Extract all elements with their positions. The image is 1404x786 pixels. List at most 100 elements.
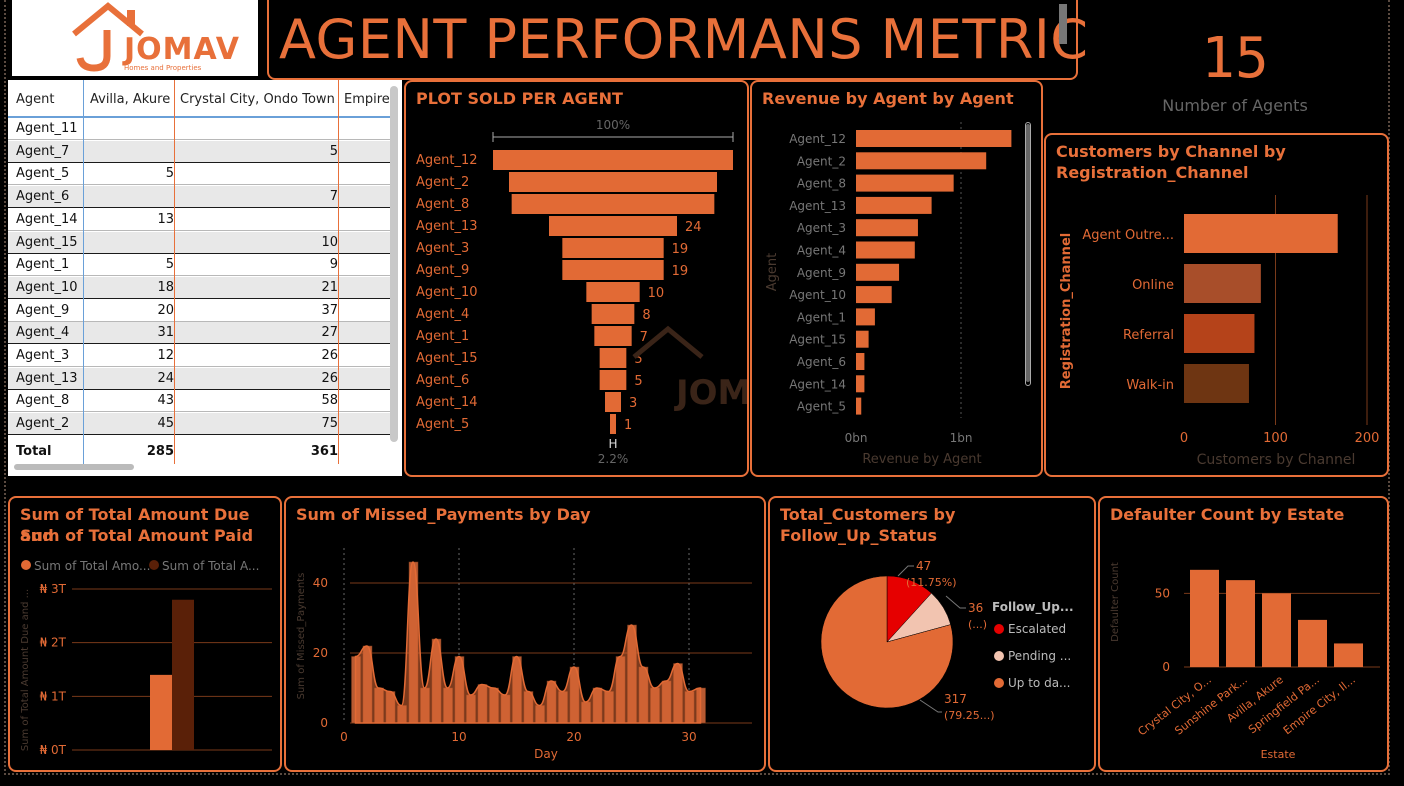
chart-title-line1: Customers by Channel by [1056, 142, 1286, 161]
table-row[interactable]: Agent_6 7 [8, 186, 390, 209]
table-row[interactable]: Agent_14 13 [8, 209, 390, 231]
table-row[interactable]: Agent_9 20 37 [8, 300, 390, 322]
defaulter-bar [1190, 569, 1219, 667]
panel-follow-up[interactable]: Total_Customers by Follow_Up_Status 47 (1… [768, 496, 1096, 772]
channel-bar [1184, 214, 1338, 253]
funnel-category-label: Agent_9 [416, 263, 469, 278]
cell-crystal: 7 [329, 189, 338, 205]
cell-crystal: 21 [321, 279, 338, 295]
amount-bar [172, 599, 194, 750]
channel-category-label: Walk-in [1126, 378, 1174, 393]
funnel-bar [594, 326, 632, 346]
revenue-bar-chart[interactable]: Agent_12 Agent_2 Agent_8 Agent_13 Agent_3 Age… [752, 82, 1041, 475]
y-tick-label: 20 [313, 646, 328, 660]
cell-avilla: 20 [157, 302, 174, 318]
x-tick-label: 20 [566, 730, 581, 744]
table-row[interactable]: Agent_2 45 75 [8, 413, 390, 436]
cell-agent: Agent_14 [16, 211, 78, 227]
table-row[interactable]: Agent_1 5 9 [8, 254, 390, 277]
funnel-top-percent: 100% [596, 118, 630, 132]
cell-agent: Agent_15 [16, 234, 78, 250]
agent-estate-table[interactable]: Agent Avilla, Akure Crystal City, Ondo T… [8, 80, 402, 476]
cell-agent: Agent_2 [16, 416, 70, 432]
table-row[interactable]: Agent_15 10 [8, 231, 390, 254]
funnel-category-label: Agent_6 [416, 373, 469, 388]
legend-label: Escalated [1008, 622, 1066, 636]
chart-title-line1: Sum of Total Amount Due and [20, 505, 250, 545]
x-tick-label: 0bn [845, 431, 868, 445]
channel-bar-chart[interactable]: Agent Outre... Online Referral Walk-in 0 100 2… [1046, 135, 1387, 475]
panel-amount[interactable]: Sum of Total Amount Due and Sum of Total… [8, 496, 282, 772]
page-title: AGENT PERFORMANS METRIC [279, 8, 1089, 71]
cell-avilla: 43 [157, 393, 174, 409]
panel-plot-sold[interactable]: PLOT SOLD PER AGENT 100% Agent_12 Agent_2 A… [404, 80, 749, 477]
x-axis-title: Day [534, 747, 558, 761]
table-row[interactable]: Agent_5 5 [8, 163, 390, 186]
chart-title-line2: Sum of Total Amount Paid [20, 526, 254, 545]
cell-crystal: 27 [321, 325, 338, 341]
funnel-data-label: 5 [634, 374, 642, 389]
channel-category-label: Online [1132, 278, 1174, 293]
defaulter-bar [1226, 580, 1255, 667]
cell-agent: Agent_4 [16, 325, 70, 341]
cell-avilla: 12 [157, 348, 174, 363]
cell-avilla: 13 [157, 211, 174, 227]
y-tick-label: ₦ 2T [40, 636, 67, 650]
pie-slice [820, 575, 954, 709]
y-tick-label: 50 [1155, 586, 1170, 600]
table-row[interactable]: Agent_10 18 21 [8, 276, 390, 299]
table-row[interactable]: Agent_13 24 26 [8, 367, 390, 390]
cell-agent: Agent_8 [16, 393, 70, 409]
panel-missed-payments[interactable]: Sum of Missed_Payments by Day 0 20 40 0 10 20… [284, 496, 766, 772]
chart-scrollbar[interactable] [1025, 122, 1031, 386]
total-label: Total [16, 444, 52, 459]
panel-defaulter[interactable]: Defaulter Count by Estate 0 50 Crystal Cit… [1098, 496, 1389, 772]
column-header-agent[interactable]: Agent [16, 92, 55, 107]
funnel-bottom-percent: 2.2% [598, 452, 629, 466]
cell-agent: Agent_3 [16, 348, 70, 363]
x-tick-label: 10 [451, 730, 466, 744]
column-header-empire[interactable]: Empire [344, 92, 390, 107]
y-axis-title: Agent [765, 253, 780, 291]
table-row[interactable]: Agent_8 43 58 [8, 390, 390, 413]
cell-avilla: 31 [157, 325, 174, 341]
revenue-bar [856, 241, 915, 259]
y-tick-label: 0 [320, 716, 328, 730]
x-tick-label: 100 [1263, 431, 1288, 446]
chart-scrollbar-thumb[interactable] [1026, 124, 1030, 382]
agent-axis-label: Agent_13 [789, 199, 846, 213]
x-tick-label: 200 [1355, 431, 1380, 446]
funnel-bar [605, 392, 621, 412]
y-axis-title: Sum of Missed_Payments [296, 573, 307, 700]
y-axis-title: Sum of Total Amount Due and ... [20, 589, 31, 751]
missed-area [354, 561, 702, 724]
table-row[interactable]: Agent_4 31 27 [8, 322, 390, 345]
amount-bar-chart[interactable]: Sum of Total Amo... Sum of Total A... ₦ 3T… [10, 498, 280, 770]
column-header-avilla[interactable]: Avilla, Akure [90, 92, 171, 107]
funnel-category-label: Agent_5 [416, 417, 469, 432]
column-divider [338, 80, 339, 464]
agent-axis-label: Agent_1 [797, 310, 846, 324]
column-divider [174, 80, 175, 464]
table-row[interactable]: Agent_11 [8, 118, 390, 140]
kpi-label: Number of Agents [1162, 96, 1308, 115]
funnel-category-label: Agent_8 [416, 197, 469, 212]
panel-revenue[interactable]: Revenue by Agent by Agent Agent_12 Agent_… [750, 80, 1043, 477]
column-divider [83, 80, 84, 464]
column-header-crystal[interactable]: Crystal City, Ondo Town [180, 92, 335, 107]
revenue-bar [856, 152, 987, 170]
table-row[interactable]: Agent_7 5 [8, 140, 390, 163]
table-horizontal-scrollbar[interactable] [14, 464, 134, 470]
cell-crystal: 75 [321, 416, 338, 432]
chart-title: PLOT SOLD PER AGENT [416, 89, 623, 108]
agent-axis-label: Agent_5 [797, 400, 846, 414]
table-row[interactable]: Agent_3 12 26 [8, 345, 390, 367]
panel-channel[interactable]: Customers by Channel by Registration_Cha… [1044, 133, 1389, 477]
cell-avilla: 18 [157, 279, 174, 295]
table-vertical-scrollbar[interactable] [390, 86, 398, 442]
follow-up-pie-chart[interactable]: 47 (11.75%) 36 (...) 317 (79.25...) Follow_Up.… [770, 498, 1094, 770]
missed-payments-chart[interactable]: 0 20 40 0 10 20 30 Day Sum of Missed_Payments [286, 498, 764, 770]
cell-crystal: 58 [321, 393, 338, 409]
